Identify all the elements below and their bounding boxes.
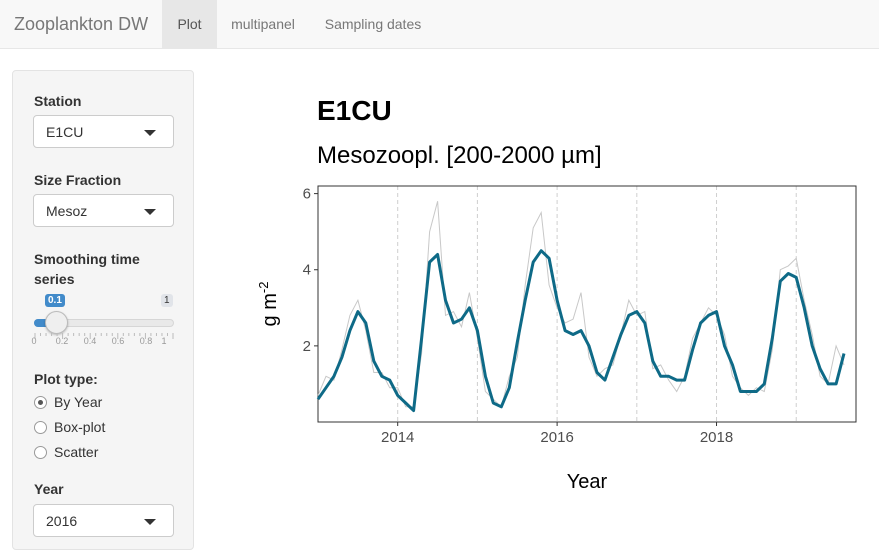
x-tick-label: 2018	[700, 429, 733, 446]
navbar: Zooplankton DW Plot multipanel Sampling …	[0, 0, 879, 49]
slider-tick-label: 0	[31, 336, 37, 346]
y-axis-label: g m-2	[256, 282, 281, 327]
raw-series-line	[317, 201, 845, 408]
radio-label: Scatter	[54, 444, 99, 460]
station-select[interactable]: E1CU	[33, 115, 174, 148]
slider-tick-label: 0.8	[139, 336, 153, 346]
page-subtitle: Mesozoopl. [200-2000 µm]	[317, 142, 602, 169]
radio-label: Box-plot	[54, 419, 106, 435]
year-label: Year	[34, 481, 64, 497]
size-fraction-select[interactable]: Mesoz	[33, 194, 174, 227]
slider-tick-label: 0.4	[83, 336, 97, 346]
slider-value-badge: 0.1	[45, 294, 65, 307]
radio-unchecked-icon[interactable]	[34, 421, 47, 434]
radio-unchecked-icon[interactable]	[34, 446, 47, 459]
y-axis-label-base: g m	[259, 293, 281, 326]
year-select[interactable]: 2016	[33, 504, 174, 537]
size-fraction-value: Mesoz	[46, 203, 88, 219]
smoothing-label-line2: series	[34, 271, 75, 287]
sidebar-panel: Station E1CU Size Fraction Mesoz Smoothi…	[12, 70, 194, 550]
y-tick-label: 4	[303, 262, 311, 279]
station-label: Station	[34, 93, 82, 109]
smoothing-slider-handle[interactable]	[45, 311, 68, 334]
radio-checked-icon[interactable]	[34, 396, 47, 409]
x-axis-label: Year	[567, 471, 608, 493]
slider-tick-label: 0.6	[111, 336, 125, 346]
time-series-chart: 2 4 6 2014 2016 2018 Year g m-2	[256, 185, 857, 493]
caret-down-icon	[144, 519, 156, 525]
slider-tick-label: 1	[161, 336, 167, 346]
y-axis-label-superscript: -2	[256, 282, 271, 294]
tab-multipanel[interactable]: multipanel	[231, 16, 295, 32]
caret-down-icon	[144, 130, 156, 136]
x-tick-label: 2014	[381, 429, 414, 446]
x-tick-label: 2016	[540, 429, 573, 446]
size-fraction-label: Size Fraction	[34, 172, 122, 188]
slider-max-badge: 1	[161, 294, 173, 307]
app-brand[interactable]: Zooplankton DW	[14, 14, 149, 34]
caret-down-icon	[144, 209, 156, 215]
smoothed-series-line	[316, 249, 846, 413]
slider-tick-label: 0.2	[55, 336, 69, 346]
radio-label: By Year	[54, 394, 103, 410]
plot-type-label: Plot type:	[34, 371, 98, 387]
tab-plot[interactable]: Plot	[162, 0, 217, 49]
y-tick-label: 6	[303, 186, 311, 203]
year-value: 2016	[46, 513, 78, 529]
station-value: E1CU	[46, 124, 84, 140]
y-tick-label: 2	[303, 338, 311, 355]
smoothing-label-line1: Smoothing time	[34, 251, 140, 267]
tab-sampling-dates[interactable]: Sampling dates	[324, 16, 422, 32]
slider-ticks	[34, 333, 174, 339]
page-title: E1CU	[317, 95, 392, 126]
plot-panel-border	[317, 185, 857, 423]
